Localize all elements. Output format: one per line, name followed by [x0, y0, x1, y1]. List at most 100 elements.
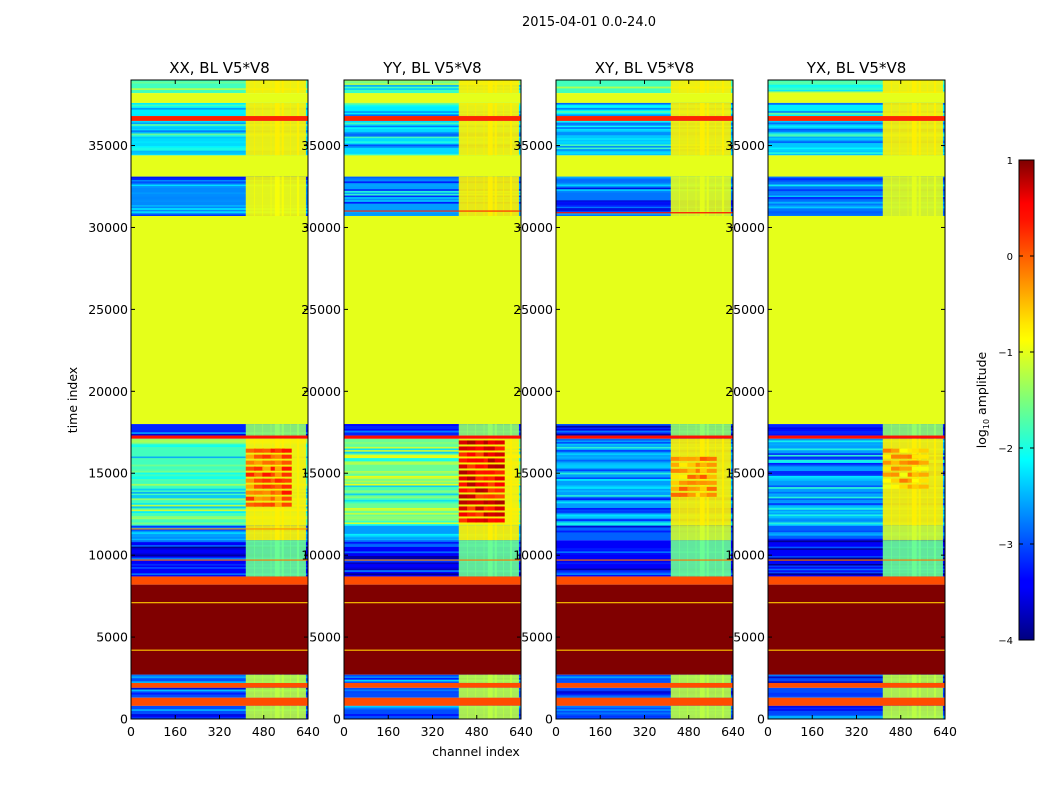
hot-cell — [475, 440, 486, 445]
band-cell — [131, 682, 308, 688]
channel-band — [290, 102, 300, 117]
noise-stripe — [131, 709, 308, 712]
noise-stripe — [344, 480, 521, 483]
noise-stripe — [344, 509, 521, 512]
channel-band — [467, 705, 477, 719]
x-tick-label: 320 — [208, 724, 232, 739]
noise-stripe — [131, 136, 308, 139]
noise-stripe — [556, 190, 733, 193]
noise-stripe — [768, 111, 945, 113]
noise-stripe — [768, 138, 945, 140]
noise-stripe — [344, 176, 521, 179]
noise-stripe — [344, 522, 521, 525]
channel-band — [281, 80, 291, 94]
noise-stripe — [344, 707, 521, 710]
channel-band — [882, 120, 892, 156]
figure-suptitle: 2015-04-01 0.0-24.0 — [522, 15, 656, 30]
noise-stripe — [768, 204, 945, 207]
hot-cell — [262, 454, 273, 459]
y-tick-label: 35000 — [301, 138, 341, 153]
noise-stripe — [131, 130, 308, 133]
channel-band — [475, 674, 485, 683]
hot-cell — [706, 462, 717, 467]
channel-band — [503, 705, 513, 719]
panel-2: YY, BL V5*V8 0 160 320 480 640 0 5000 10000 15000… — [301, 59, 533, 739]
noise-stripe — [556, 147, 733, 150]
hot-cell — [899, 484, 910, 489]
noise-stripe — [344, 111, 521, 113]
band-cell — [131, 576, 308, 585]
noise-stripe — [131, 204, 308, 207]
noise-stripe — [556, 469, 733, 472]
noise-stripe — [344, 488, 521, 491]
y-tick-label: 25000 — [725, 302, 765, 317]
channel-band — [467, 102, 477, 117]
hot-cell — [911, 448, 922, 453]
hot-cell — [487, 494, 498, 499]
channel-band — [262, 525, 272, 541]
noise-stripe — [131, 186, 308, 188]
noise-stripe — [131, 681, 308, 684]
channel-band — [503, 674, 513, 683]
channel-band — [458, 687, 468, 698]
noise-stripe — [768, 493, 945, 496]
band-cell — [556, 435, 733, 439]
noise-stripe — [768, 197, 945, 199]
noise-stripe — [768, 532, 945, 535]
channel-band — [458, 120, 468, 156]
channel-band — [494, 687, 504, 698]
channel-band — [918, 525, 928, 541]
channel-band — [487, 102, 497, 117]
channel-band — [715, 674, 725, 683]
hot-cell — [882, 460, 893, 465]
channel-band — [891, 120, 901, 156]
hot-cell — [494, 476, 505, 481]
channel-band — [467, 120, 477, 156]
noise-stripe — [556, 179, 733, 182]
channel-band — [899, 80, 909, 94]
channel-band — [245, 540, 255, 577]
noise-stripe — [556, 424, 733, 426]
noise-stripe — [768, 206, 945, 209]
hot-cell — [262, 466, 273, 471]
noise-stripe — [344, 193, 521, 196]
hot-cell — [487, 446, 498, 451]
hot-cell — [494, 440, 505, 445]
noise-stripe — [131, 193, 308, 196]
noise-stripe — [768, 136, 945, 139]
channel-band — [475, 120, 485, 156]
noise-stripe — [556, 102, 733, 105]
noise-stripe — [344, 122, 521, 125]
hot-cell — [679, 492, 690, 497]
hot-cell — [274, 460, 285, 465]
hot-cell — [245, 478, 256, 483]
band-cell — [131, 697, 308, 706]
noise-stripe — [556, 507, 733, 510]
hot-cell — [262, 472, 273, 477]
y-tick-label: 20000 — [88, 384, 128, 399]
noise-stripe — [768, 477, 945, 480]
hot-cell — [281, 496, 292, 501]
noise-stripe — [131, 440, 308, 443]
channel-band — [699, 687, 709, 698]
channel-band — [274, 540, 284, 577]
hot-cell — [467, 518, 478, 523]
channel-band — [487, 540, 497, 577]
channel-band — [509, 120, 519, 156]
noise-stripe — [131, 530, 308, 533]
hot-cell — [679, 474, 690, 479]
noise-stripe — [556, 145, 733, 148]
hot-cell — [458, 452, 469, 457]
hot-cell — [679, 486, 690, 491]
noise-stripe — [131, 433, 308, 436]
y-tick-label: 15000 — [513, 466, 553, 481]
channel-band — [927, 80, 937, 94]
noise-stripe — [344, 568, 521, 571]
hot-cell — [699, 456, 710, 461]
noise-stripe — [556, 133, 733, 136]
hot-cell — [918, 454, 929, 459]
noise-stripe — [556, 472, 733, 475]
channel-band — [699, 525, 709, 541]
hot-cell — [494, 506, 505, 511]
hot-cell — [891, 484, 902, 489]
